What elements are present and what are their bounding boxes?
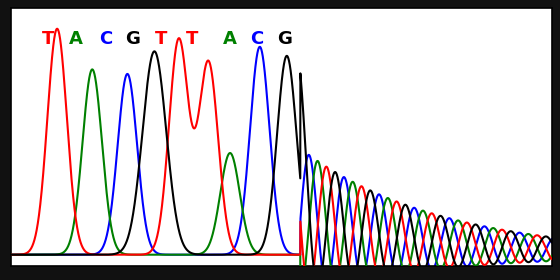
Text: T: T <box>155 30 167 48</box>
Text: C: C <box>250 30 264 48</box>
Text: A: A <box>69 30 83 48</box>
Text: C: C <box>99 30 113 48</box>
Text: T: T <box>42 30 54 48</box>
Text: A: A <box>223 30 237 48</box>
Text: G: G <box>277 30 292 48</box>
Text: G: G <box>125 30 140 48</box>
Text: T: T <box>186 30 198 48</box>
